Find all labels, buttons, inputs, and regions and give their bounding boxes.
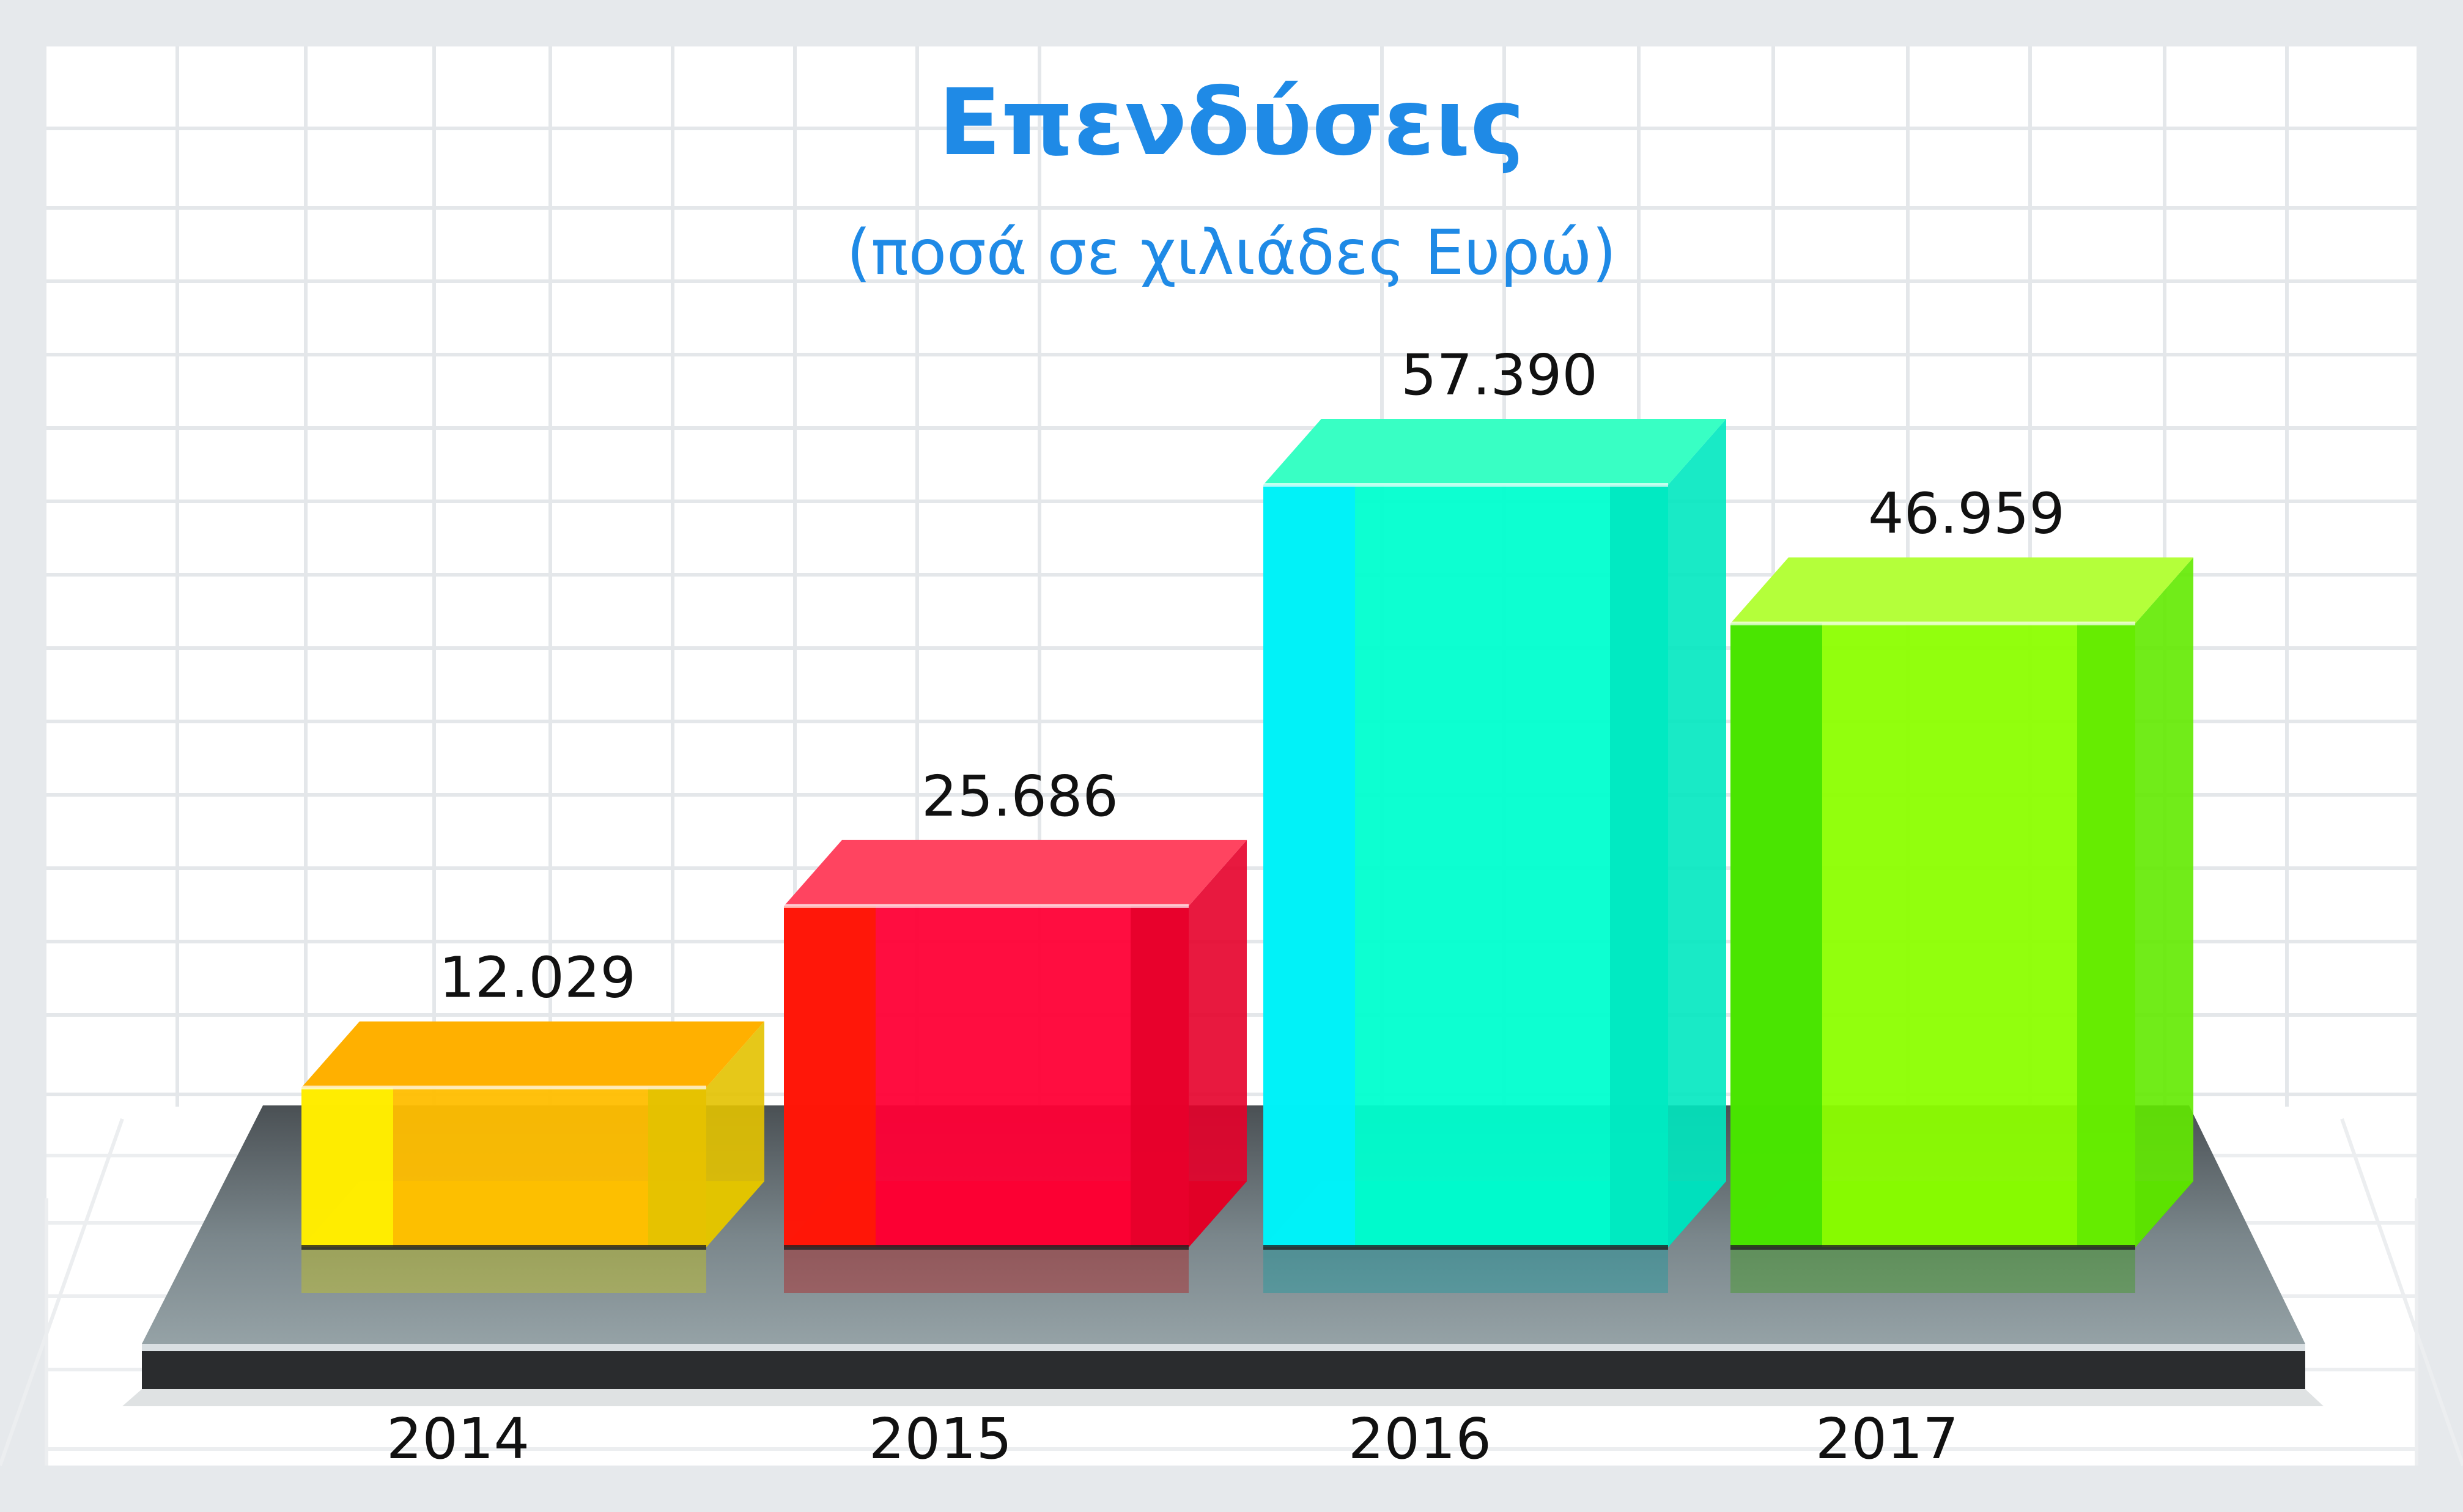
chart-subtitle: (ποσά σε χιλιάδες Ευρώ) <box>847 216 1617 289</box>
bar-left-sheen <box>1730 623 1822 1247</box>
chart-title: Επενδύσεις <box>939 70 1525 176</box>
bar-right-side <box>648 1021 764 1247</box>
bar-reflection <box>1730 1247 2135 1293</box>
bar-right-side <box>2077 557 2193 1248</box>
bar-top <box>301 1021 764 1088</box>
bar-reflection <box>301 1247 706 1293</box>
bar-right-side <box>1610 419 1726 1247</box>
value-label: 25.686 <box>921 764 1118 829</box>
bar-2016 <box>1263 419 1726 1293</box>
platform-edge-highlight <box>142 1344 2305 1351</box>
category-label: 2015 <box>869 1406 1012 1472</box>
floor-grid-line <box>2340 1118 2463 1466</box>
bar-reflection <box>1263 1247 1668 1293</box>
category-label: 2014 <box>386 1406 530 1472</box>
value-label: 57.390 <box>1401 342 1598 408</box>
bar-top <box>1730 557 2193 624</box>
category-label: 2017 <box>1815 1406 1959 1472</box>
bar-reflection <box>784 1247 1189 1293</box>
bar-2014 <box>301 1021 764 1293</box>
bar-top <box>784 839 1247 906</box>
floor-grid-line <box>0 1118 124 1466</box>
bar-2017 <box>1730 557 2193 1293</box>
platform-shadow <box>122 1389 2324 1406</box>
bar-left-sheen <box>784 905 876 1247</box>
value-label: 12.029 <box>439 945 636 1011</box>
bar-2015 <box>784 839 1247 1293</box>
bar-left-sheen <box>1263 485 1355 1247</box>
bar-top <box>1263 419 1726 485</box>
value-label: 46.959 <box>1868 481 2065 547</box>
bar-left-sheen <box>301 1087 393 1247</box>
category-label: 2016 <box>1348 1406 1491 1472</box>
platform-front <box>142 1351 2305 1389</box>
bar-right-side <box>1131 839 1247 1247</box>
